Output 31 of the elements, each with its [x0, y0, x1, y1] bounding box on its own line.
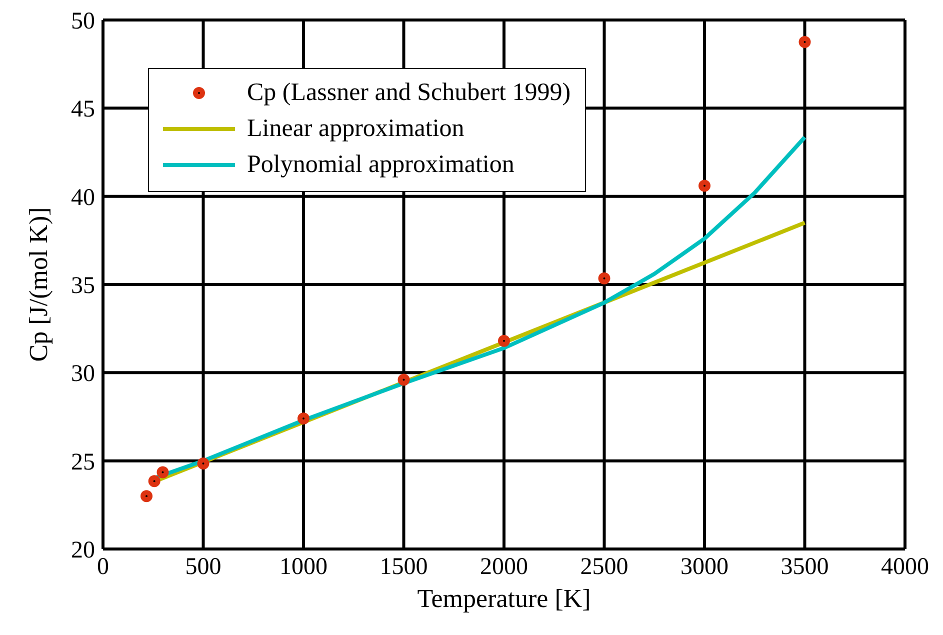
x-tick-label: 3000: [680, 554, 728, 580]
legend-label: Linear approximation: [247, 114, 464, 144]
y-tick-label: 35: [71, 273, 95, 300]
point: [197, 457, 210, 470]
legend-label: Cp (Lassner and Schubert 1999): [247, 78, 571, 108]
x-tick-label: 0: [97, 554, 109, 580]
y-tick-label: 45: [71, 96, 95, 123]
x-tick-label: 4000: [881, 554, 929, 580]
x-tick-label: 1500: [380, 554, 428, 580]
point: [498, 334, 510, 347]
point: [398, 374, 410, 386]
y-tick-label: 30: [71, 361, 95, 388]
point: [298, 412, 310, 425]
point: [156, 466, 169, 478]
x-tick-label: 1000: [280, 554, 328, 580]
point: [698, 180, 710, 192]
x-tick-label: 500: [185, 554, 222, 580]
y-axis-title: Cp [J/(mol K)]: [24, 207, 54, 362]
point: [798, 36, 811, 48]
point: [148, 475, 160, 488]
x-axis-title: Temperature [K]: [417, 584, 591, 613]
y-tick-label: 40: [71, 184, 95, 211]
x-tick-label: 2000: [480, 554, 528, 580]
x-tick-label: 3500: [780, 554, 829, 580]
y-tick-label: 20: [71, 538, 95, 564]
y-tick-label: 25: [71, 449, 95, 476]
point: [140, 490, 153, 502]
legend-label: Polynomial approximation: [247, 150, 514, 180]
y-tick-label: 50: [71, 8, 95, 35]
x-tick-label: 2500: [580, 554, 628, 580]
point: [598, 272, 610, 284]
